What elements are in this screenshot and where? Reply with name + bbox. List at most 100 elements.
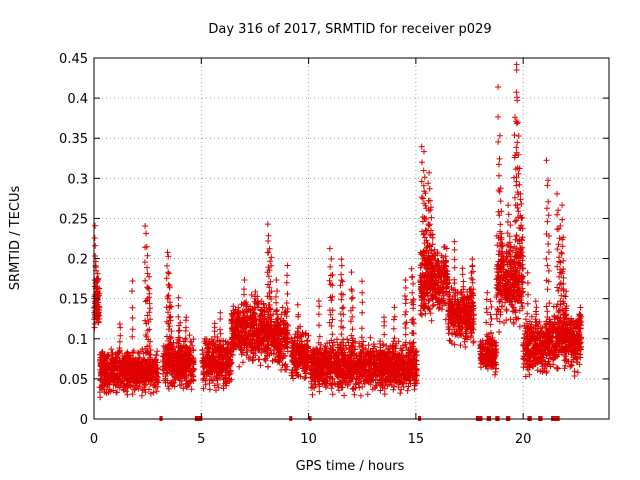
data-point xyxy=(266,301,273,308)
data-point xyxy=(167,317,174,324)
data-point xyxy=(112,354,119,360)
data-point xyxy=(250,357,257,364)
data-point xyxy=(278,367,285,373)
data-point xyxy=(170,361,177,368)
data-point xyxy=(219,355,226,362)
data-point xyxy=(362,345,369,352)
data-point xyxy=(283,279,290,286)
data-point xyxy=(142,381,149,388)
data-point xyxy=(121,363,128,369)
data-point xyxy=(398,347,405,354)
data-point xyxy=(244,316,250,323)
data-point xyxy=(210,340,217,347)
data-point xyxy=(129,315,136,321)
data-point xyxy=(166,363,173,370)
data-point xyxy=(237,329,244,336)
data-point xyxy=(273,307,280,313)
data-point xyxy=(129,304,136,311)
data-point xyxy=(160,363,167,370)
data-point xyxy=(412,363,418,370)
data-point xyxy=(284,290,291,297)
data-point xyxy=(165,383,171,390)
data-point xyxy=(221,376,228,383)
data-point xyxy=(169,382,176,389)
data-point xyxy=(182,335,189,342)
data-point xyxy=(119,382,126,389)
data-point xyxy=(265,317,272,323)
data-point xyxy=(187,338,194,345)
data-point xyxy=(133,380,139,387)
data-point xyxy=(223,363,230,370)
data-point xyxy=(165,292,172,299)
data-point xyxy=(268,262,275,269)
data-point xyxy=(231,340,238,347)
data-point xyxy=(302,370,309,377)
data-point xyxy=(273,324,280,331)
data-point xyxy=(254,331,261,338)
data-point xyxy=(173,363,180,370)
data-point xyxy=(102,355,109,362)
data-point xyxy=(324,352,331,359)
data-point xyxy=(180,385,187,392)
data-point xyxy=(344,336,351,343)
data-point xyxy=(289,366,296,373)
data-point xyxy=(153,388,160,395)
data-point xyxy=(247,327,254,334)
data-point xyxy=(92,242,99,249)
data-point xyxy=(381,391,388,398)
data-point xyxy=(118,378,125,385)
data-point xyxy=(241,277,248,283)
data-point xyxy=(143,243,150,250)
data-point xyxy=(173,353,180,360)
data-point xyxy=(208,362,214,369)
data-point xyxy=(183,344,190,351)
data-point xyxy=(98,369,105,376)
data-point xyxy=(211,333,218,340)
data-point xyxy=(91,235,98,241)
data-point xyxy=(305,347,312,354)
data-point xyxy=(102,367,108,374)
data-point xyxy=(309,391,316,398)
data-point xyxy=(178,370,184,377)
data-point xyxy=(284,321,291,328)
data-point xyxy=(248,291,255,298)
data-point xyxy=(119,366,126,373)
data-point xyxy=(211,382,218,389)
data-point xyxy=(99,348,106,355)
data-point xyxy=(282,330,289,337)
data-point xyxy=(264,221,271,228)
data-point xyxy=(226,371,233,378)
data-point xyxy=(182,327,189,334)
data-point xyxy=(334,344,341,351)
data-point xyxy=(240,359,246,366)
data-point xyxy=(93,277,100,283)
data-point xyxy=(202,354,209,361)
data-point xyxy=(236,363,243,370)
data-point xyxy=(144,312,151,319)
data-point xyxy=(146,343,153,349)
data-point xyxy=(166,314,173,321)
data-point xyxy=(146,326,153,333)
data-point xyxy=(358,350,365,357)
data-point xyxy=(129,375,136,382)
data-point xyxy=(212,348,219,355)
data-point xyxy=(147,316,154,323)
data-point xyxy=(129,333,136,340)
data-point xyxy=(102,361,109,368)
data-point xyxy=(103,366,110,373)
data-point xyxy=(151,368,158,375)
data-point xyxy=(164,262,170,269)
data-point xyxy=(97,377,104,384)
data-point xyxy=(289,345,296,352)
data-point xyxy=(290,375,297,382)
data-point xyxy=(279,304,286,311)
data-point xyxy=(391,383,398,390)
data-point xyxy=(164,356,170,363)
data-point xyxy=(251,304,258,311)
data-point xyxy=(147,390,154,397)
data-point xyxy=(139,346,146,353)
data-point xyxy=(251,298,258,305)
data-point xyxy=(154,365,161,371)
data-point xyxy=(239,318,246,325)
